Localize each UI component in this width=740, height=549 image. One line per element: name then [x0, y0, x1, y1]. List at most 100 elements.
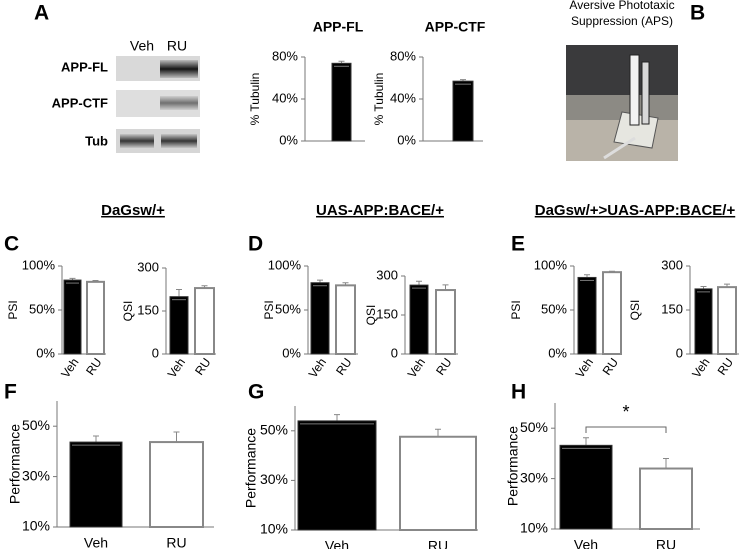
- bar: [452, 80, 474, 142]
- y-tick-label: 40%: [390, 90, 416, 105]
- bar: [69, 441, 123, 528]
- y-tick-label: 50%: [520, 419, 548, 435]
- panel-letter: E: [511, 233, 525, 256]
- panel-letter: A: [34, 2, 49, 25]
- y-tick-label: 150: [661, 301, 683, 316]
- y-tick-label: 150: [137, 302, 159, 317]
- y-tick-label: 100%: [268, 257, 302, 272]
- y-axis-label: Performance: [243, 428, 259, 508]
- bar: [169, 296, 189, 355]
- chart-title: APP-CTF: [425, 19, 486, 35]
- y-tick-label: 50%: [541, 301, 567, 316]
- bar: [639, 467, 693, 530]
- x-tick-label: Veh: [165, 356, 188, 381]
- x-tick-label: RU: [166, 535, 186, 549]
- x-tick-label: RU: [83, 356, 104, 378]
- x-tick-label: Veh: [325, 538, 349, 549]
- x-tick-label: RU: [715, 356, 736, 378]
- y-tick-label: 0%: [397, 132, 416, 147]
- y-axis-label: PSI: [262, 300, 276, 319]
- blot-row: APP-CTF: [52, 95, 108, 110]
- bar: [409, 284, 429, 355]
- photo-title: Aversive Phototaxic: [569, 0, 674, 12]
- blot-row: Tub: [85, 133, 108, 148]
- y-tick-label: 0: [391, 345, 398, 360]
- y-tick-label: 30%: [520, 469, 548, 485]
- error-bar: [663, 457, 669, 469]
- x-tick-label: Veh: [689, 356, 712, 381]
- panel-letter: C: [4, 233, 19, 256]
- x-tick-label: RU: [428, 538, 448, 549]
- bar: [331, 62, 352, 142]
- y-axis-label: Performance: [7, 424, 23, 504]
- y-tick-label: 10%: [260, 521, 288, 537]
- panel-letter: B: [690, 2, 705, 25]
- blot-image: [116, 56, 200, 153]
- y-tick-label: 30%: [22, 467, 50, 483]
- blot-row: APP-FL: [61, 59, 108, 74]
- y-axis-label: % Tubulin: [372, 73, 386, 126]
- x-tick-label: Veh: [84, 535, 108, 549]
- bar: [149, 441, 204, 528]
- y-axis-label: PSI: [6, 300, 20, 319]
- y-tick-label: 80%: [390, 48, 416, 63]
- bar: [717, 286, 737, 355]
- y-axis-label: QSI: [628, 300, 642, 321]
- group-heading: UAS-APP:BACE/+: [316, 202, 444, 219]
- y-tick-label: 300: [137, 259, 159, 274]
- bar: [602, 271, 622, 355]
- x-tick-label: RU: [433, 356, 454, 378]
- error-bar: [93, 435, 99, 443]
- y-axis-label: % Tubulin: [248, 73, 262, 126]
- y-tick-label: 0%: [282, 345, 301, 360]
- y-tick-label: 50%: [22, 417, 50, 433]
- bar: [297, 420, 377, 531]
- y-tick-label: 100%: [22, 257, 56, 272]
- y-axis-label: Performance: [505, 426, 521, 506]
- error-bar: [334, 414, 340, 421]
- y-tick-label: 80%: [272, 48, 298, 63]
- error-bar: [416, 280, 422, 286]
- x-tick-label: RU: [333, 356, 354, 378]
- group-heading: DaGsw/+: [101, 202, 165, 219]
- significance-bracket: [585, 426, 667, 433]
- y-tick-label: 0%: [548, 345, 567, 360]
- y-axis-label: QSI: [364, 305, 378, 326]
- blot-column: RU: [167, 38, 187, 54]
- bar: [86, 280, 105, 355]
- bar: [577, 276, 597, 355]
- y-axis-label: QSI: [121, 301, 135, 322]
- panel-letter: F: [4, 381, 17, 404]
- y-tick-label: 50%: [275, 301, 301, 316]
- x-tick-label: RU: [192, 356, 213, 378]
- error-bar: [583, 437, 589, 446]
- y-tick-label: 100%: [534, 257, 568, 272]
- panel-letter: G: [248, 381, 264, 404]
- y-tick-label: 50%: [260, 422, 288, 438]
- y-tick-label: 0: [676, 345, 683, 360]
- annotation: *: [622, 402, 629, 422]
- y-tick-label: 50%: [29, 301, 55, 316]
- y-tick-label: 0%: [36, 345, 55, 360]
- error-bar: [173, 431, 180, 443]
- photo-title: Suppression (APS): [571, 14, 673, 28]
- panel-letter: D: [248, 233, 263, 256]
- panel-letter: H: [511, 381, 526, 404]
- error-bar: [176, 289, 182, 297]
- y-tick-label: 10%: [520, 520, 548, 536]
- y-axis-label: PSI: [509, 300, 523, 319]
- bar: [63, 279, 82, 355]
- y-tick-label: 0%: [279, 132, 298, 147]
- apparatus-photo: [566, 45, 678, 161]
- y-tick-label: 0: [152, 345, 159, 360]
- bar: [559, 444, 613, 530]
- bar: [694, 288, 713, 355]
- y-tick-label: 30%: [260, 471, 288, 487]
- x-tick-label: RU: [656, 537, 676, 549]
- x-tick-label: Veh: [574, 537, 598, 549]
- bar: [435, 289, 456, 356]
- x-tick-label: Veh: [306, 356, 329, 381]
- y-tick-label: 150: [376, 306, 398, 321]
